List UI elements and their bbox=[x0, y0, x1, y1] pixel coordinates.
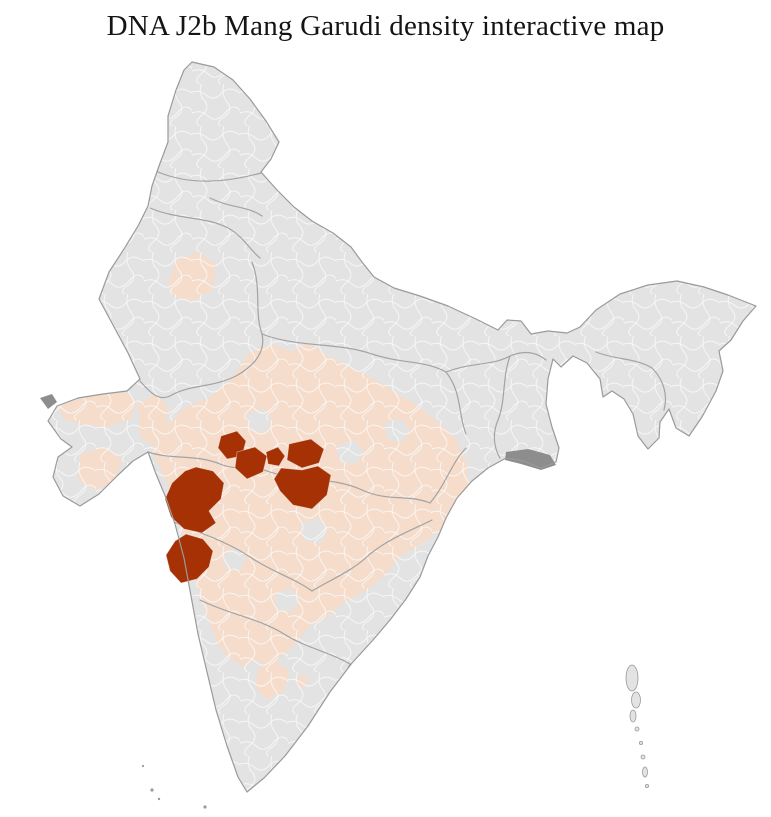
state-boundary bbox=[595, 351, 667, 411]
high-density-district[interactable] bbox=[286, 438, 325, 469]
india-outer-border bbox=[47, 61, 757, 793]
state-boundary bbox=[209, 197, 263, 217]
andaman-nicobar-islands bbox=[625, 664, 650, 789]
state-boundary bbox=[261, 333, 447, 373]
lakshadweep-islands bbox=[141, 764, 207, 809]
state-boundary bbox=[149, 207, 261, 259]
kutch-coast-patch bbox=[40, 394, 57, 409]
islet bbox=[150, 788, 154, 792]
state-boundary bbox=[429, 447, 467, 504]
high-density-district[interactable] bbox=[164, 466, 225, 534]
island bbox=[642, 766, 648, 778]
islet bbox=[203, 805, 207, 809]
island bbox=[640, 754, 646, 760]
island bbox=[645, 784, 650, 789]
island bbox=[625, 664, 639, 692]
high-density-district[interactable] bbox=[165, 533, 214, 584]
state-boundary bbox=[157, 171, 262, 182]
page-title: DNA J2b Mang Garudi density interactive … bbox=[106, 10, 665, 42]
high-density-district[interactable] bbox=[234, 446, 268, 480]
sundarbans-delta bbox=[505, 449, 556, 470]
island bbox=[629, 709, 637, 723]
high-density-district[interactable] bbox=[273, 465, 332, 510]
islet bbox=[141, 764, 145, 768]
state-boundary bbox=[139, 261, 264, 399]
island bbox=[639, 741, 644, 746]
state-boundary bbox=[311, 519, 433, 592]
district-boundaries-texture bbox=[48, 62, 756, 792]
islet bbox=[157, 797, 161, 801]
island bbox=[634, 726, 640, 732]
state-boundary bbox=[445, 371, 467, 435]
state-boundary bbox=[199, 599, 351, 665]
island bbox=[631, 691, 641, 709]
high-density-district[interactable] bbox=[265, 446, 286, 467]
state-boundary bbox=[493, 355, 511, 459]
high-density-districts bbox=[164, 430, 332, 584]
